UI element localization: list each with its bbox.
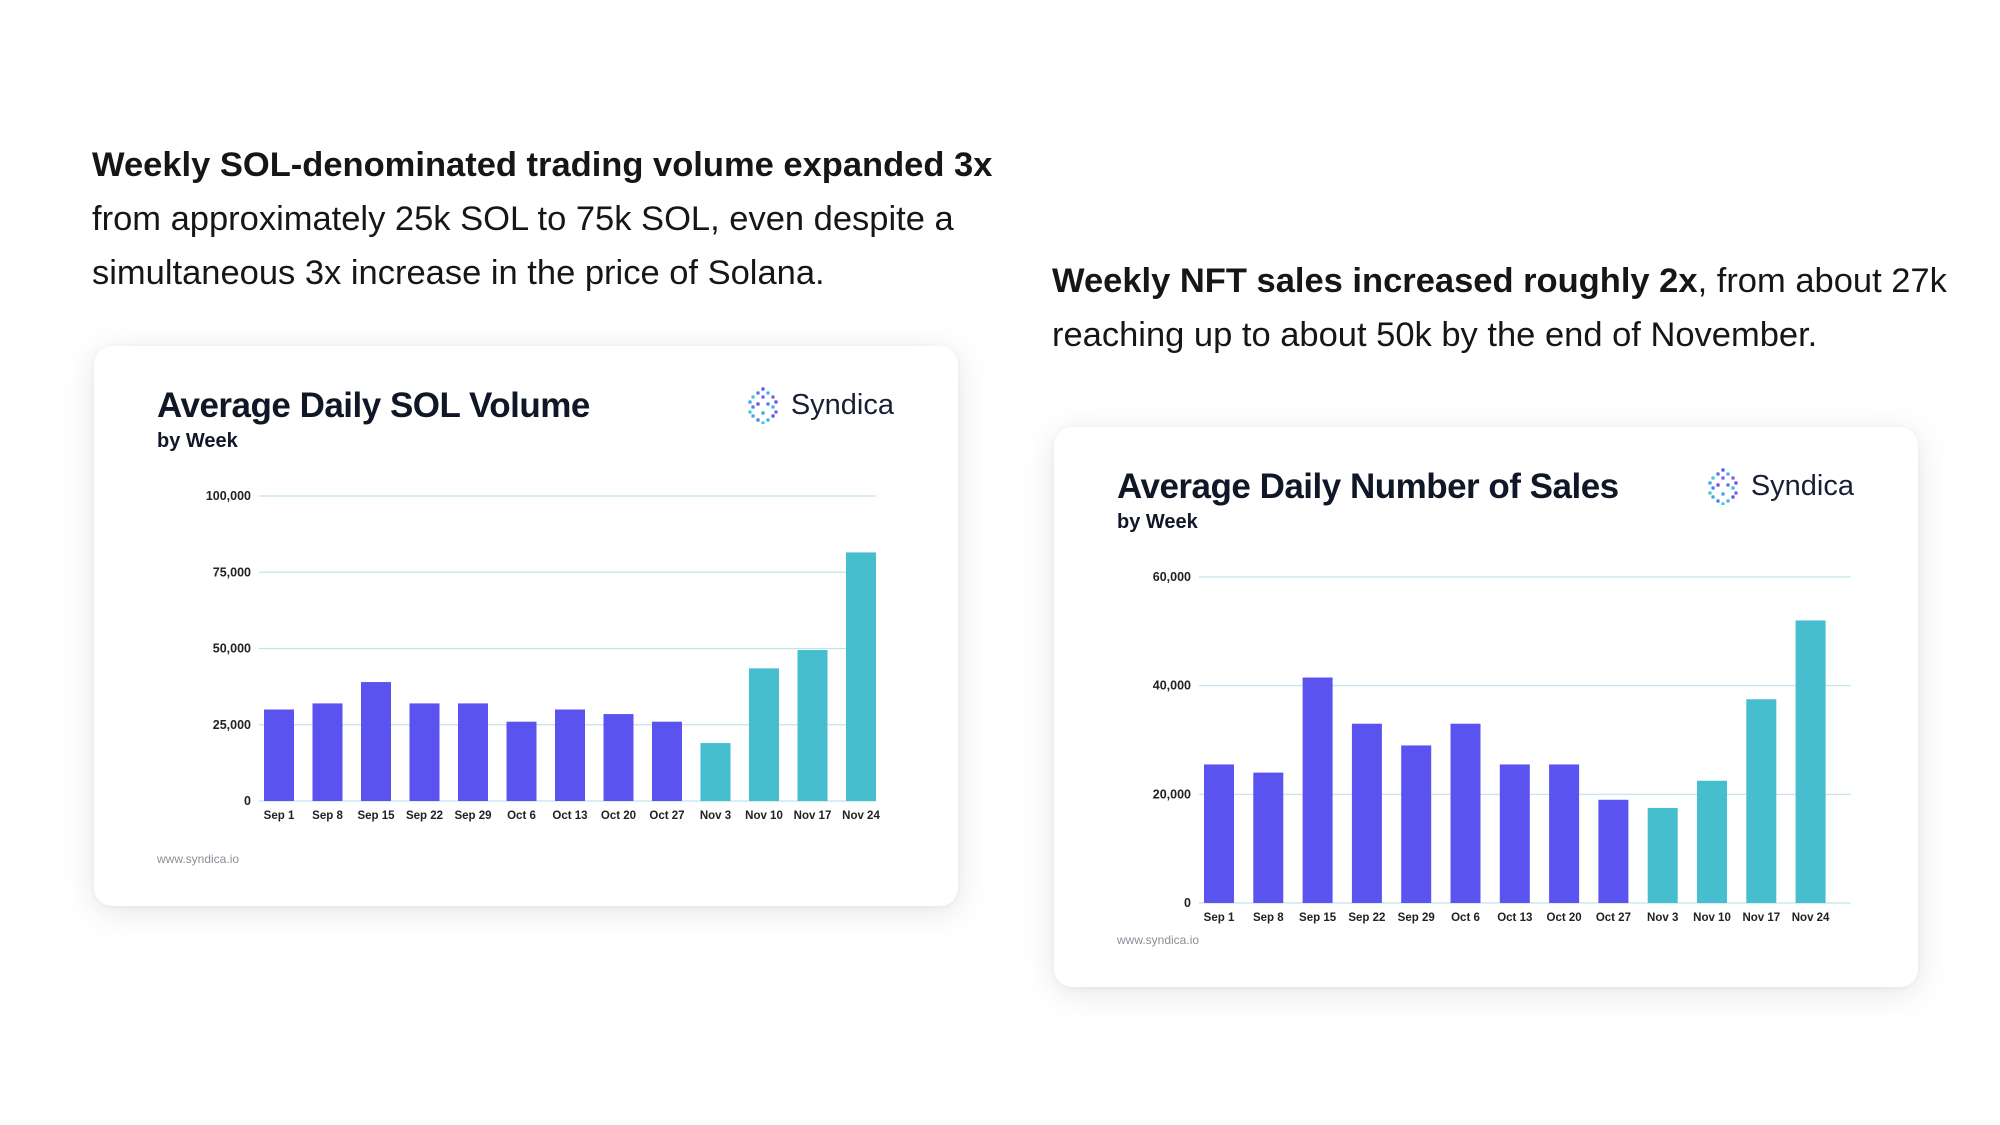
x-tick-label: Oct 20: [601, 810, 636, 822]
bar-oct-13: [1499, 764, 1530, 903]
intro-sales-text: , from about 27k reaching up to about 50…: [1052, 262, 1947, 354]
y-tick-label: 40,000: [1153, 679, 1191, 693]
bar-oct-27: [652, 721, 682, 801]
y-tick-label: 0: [1184, 896, 1191, 910]
x-tick-label: Sep 22: [406, 810, 443, 822]
bar-nov-3: [1647, 807, 1678, 903]
x-tick-label: Nov 3: [1647, 912, 1678, 924]
x-tick-label: Sep 15: [357, 810, 395, 822]
intro-sales-bold: Weekly NFT sales increased roughly 2x: [1052, 262, 1698, 300]
intro-volume-bold: Weekly SOL-denominated trading volume ex…: [92, 146, 993, 184]
bar-sep-1: [264, 709, 294, 801]
intro-paragraph-sales: Weekly NFT sales increased roughly 2x, f…: [1052, 254, 1952, 362]
bar-oct-6: [506, 721, 537, 801]
x-tick-label: Oct 13: [1497, 912, 1532, 924]
bar-sep-8: [1253, 772, 1284, 903]
bar-oct-6: [1450, 723, 1481, 903]
chart-subtitle: by Week: [157, 430, 238, 452]
volume-chart-card: Average Daily SOL Volume by Week Syndica…: [94, 346, 958, 906]
x-tick-label: Sep 29: [454, 810, 491, 822]
bar-oct-20: [603, 714, 634, 801]
y-tick-label: 0: [244, 794, 251, 808]
bar-oct-13: [555, 709, 585, 801]
y-tick-label: 100,000: [206, 489, 251, 503]
y-tick-label: 60,000: [1153, 570, 1191, 584]
x-tick-label: Sep 29: [1398, 912, 1435, 924]
x-tick-label: Nov 24: [842, 810, 880, 822]
x-tick-label: Sep 8: [312, 810, 343, 822]
x-tick-label: Oct 27: [1596, 912, 1631, 924]
bar-sep-29: [458, 703, 488, 801]
bar-nov-17: [797, 650, 828, 801]
y-tick-label: 25,000: [213, 718, 251, 732]
bar-sep-8: [312, 703, 343, 801]
footer-url: www.syndica.io: [1117, 933, 1200, 947]
bar-nov-24: [846, 552, 876, 801]
y-tick-label: 20,000: [1153, 787, 1191, 801]
x-tick-label: Oct 6: [507, 810, 536, 822]
bar-nov-10: [749, 668, 779, 801]
x-tick-label: Oct 13: [552, 810, 587, 822]
x-tick-label: Sep 22: [1348, 912, 1385, 924]
bar-sep-15: [361, 682, 391, 801]
x-tick-label: Nov 17: [794, 810, 832, 822]
sales-bar-plot: 0 20,000 40,000 60,000 Sep 1 Sep 8 Sep 15 Sep 2…: [1153, 570, 1851, 924]
bar-sep-22: [1351, 723, 1382, 903]
brand-logo: Syndica: [1707, 467, 1854, 505]
x-tick-label: Nov 10: [745, 810, 783, 822]
chart-subtitle: by Week: [1117, 511, 1198, 533]
x-tick-label: Nov 17: [1742, 912, 1780, 924]
x-tick-label: Nov 3: [700, 810, 731, 822]
x-tick-label: Oct 6: [1451, 912, 1480, 924]
x-tick-label: Nov 24: [1792, 912, 1830, 924]
chart-title: Average Daily SOL Volume: [157, 386, 590, 425]
x-tick-label: Oct 27: [649, 810, 684, 822]
x-tick-label: Sep 1: [264, 810, 295, 822]
intro-volume-text: from approximately 25k SOL to 75k SOL, e…: [92, 200, 954, 292]
syndica-logo-icon: [748, 387, 778, 424]
bar-oct-20: [1549, 764, 1580, 903]
x-tick-label: Sep 8: [1253, 912, 1284, 924]
y-tick-label: 50,000: [213, 642, 251, 656]
footer-url: www.syndica.io: [157, 852, 240, 866]
bar-sep-22: [409, 703, 440, 801]
x-tick-label: Nov 10: [1693, 912, 1731, 924]
chart-title: Average Daily Number of Sales: [1117, 467, 1619, 506]
brand-name: Syndica: [790, 388, 894, 421]
x-tick-label: Sep 15: [1299, 912, 1337, 924]
bar-nov-24: [1795, 620, 1826, 903]
bar-nov-17: [1746, 699, 1777, 903]
bar-sep-1: [1204, 764, 1234, 903]
bar-oct-27: [1598, 799, 1629, 903]
bar-nov-10: [1697, 780, 1727, 903]
intro-paragraph-volume: Weekly SOL-denominated trading volume ex…: [92, 138, 1012, 300]
bar-nov-3: [700, 743, 731, 801]
brand-name: Syndica: [1750, 469, 1854, 502]
y-tick-label: 75,000: [213, 565, 251, 579]
bar-sep-29: [1401, 745, 1432, 903]
volume-bar-plot: 0 25,000 50,000 75,000 100,000 Sep 1 Sep 8 Sep …: [206, 489, 881, 822]
brand-logo: Syndica: [747, 386, 894, 424]
x-tick-label: Sep 1: [1204, 912, 1235, 924]
sales-chart-card: Average Daily Number of Sales by Week Sy…: [1054, 427, 1918, 987]
bar-sep-15: [1302, 677, 1333, 903]
syndica-logo-icon: [1708, 468, 1738, 505]
x-tick-label: Oct 20: [1547, 912, 1582, 924]
